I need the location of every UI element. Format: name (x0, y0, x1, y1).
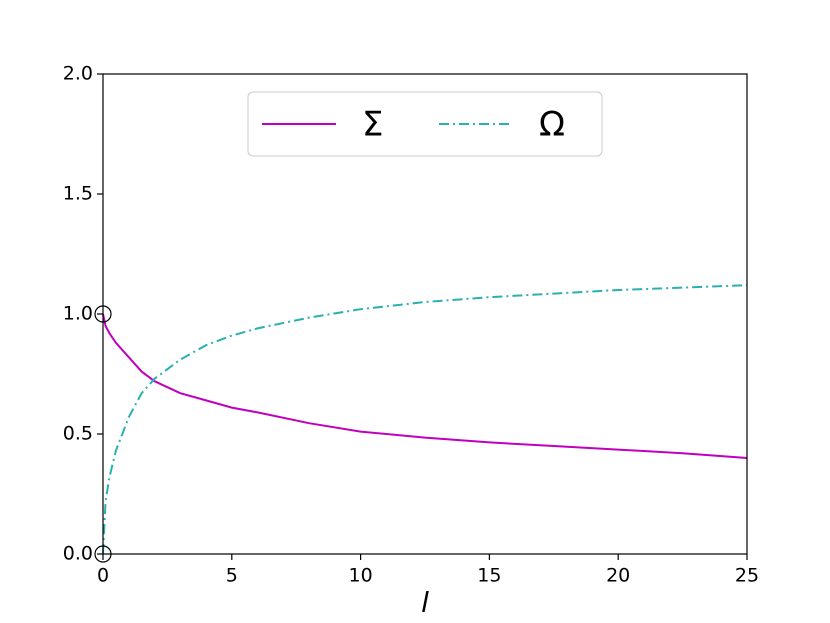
legend-label: Ω (539, 105, 565, 145)
series-line (102, 313, 748, 459)
legend-label: Σ (362, 105, 383, 145)
plot-frame (102, 73, 748, 555)
y-tick-label: 1.0 (63, 303, 93, 325)
series-line (102, 284, 748, 555)
y-tick-label: 1.5 (63, 183, 93, 205)
x-tick-label: 25 (735, 565, 759, 587)
x-axis-label: l (421, 586, 429, 619)
x-tick-label: 20 (606, 565, 630, 587)
y-tick-label: 0.5 (63, 423, 93, 445)
x-tick-label: 15 (477, 565, 501, 587)
x-tick-label: 0 (97, 565, 109, 587)
legend-box (247, 91, 603, 157)
x-tick-label: 5 (226, 565, 238, 587)
x-tick-label: 10 (349, 565, 373, 587)
y-tick-label: 2.0 (63, 63, 93, 85)
y-tick-label: 0.0 (63, 543, 93, 565)
